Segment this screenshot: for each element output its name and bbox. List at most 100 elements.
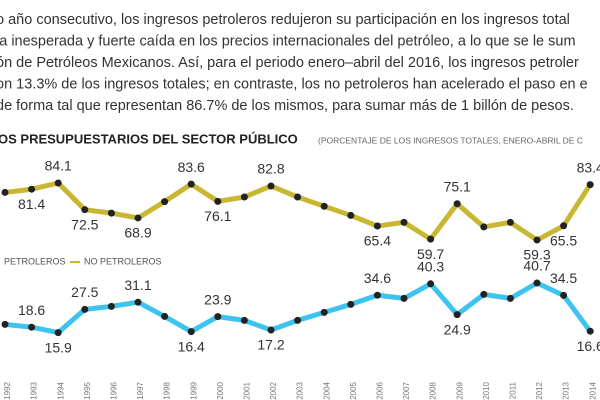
x-tick-label: 1997: [136, 381, 145, 399]
x-tick-label: 1996: [110, 381, 119, 399]
data-label: 72.5: [71, 216, 98, 232]
point: [1, 188, 9, 196]
x-tick-label: 1992: [3, 381, 12, 399]
data-label: 34.6: [364, 270, 391, 286]
point: [480, 290, 488, 298]
point: [28, 323, 36, 331]
data-label: 17.2: [257, 337, 284, 353]
x-tick-label: 2011: [509, 381, 518, 399]
x-tick-label: 2003: [296, 381, 305, 399]
data-label: 59.7: [417, 246, 444, 262]
point: [267, 326, 275, 334]
point: [240, 316, 248, 324]
point: [134, 298, 142, 306]
x-tick-label: 1995: [83, 381, 92, 399]
x-tick-label: 2008: [429, 381, 438, 399]
point: [427, 235, 435, 243]
point: [294, 193, 302, 201]
x-tick-label: 2007: [402, 381, 411, 399]
chart-title: OS PRESUPUESTARIOS DEL SECTOR PÚBLICO: [0, 131, 298, 146]
data-label: 81.4: [18, 196, 45, 212]
x-tick-label: 2004: [322, 381, 331, 399]
point: [240, 193, 248, 201]
data-label: 24.9: [444, 321, 471, 337]
point: [480, 223, 488, 231]
data-label: 65.5: [550, 232, 577, 248]
point: [107, 302, 115, 310]
data-label: 31.1: [124, 277, 151, 293]
point: [400, 294, 408, 302]
x-tick-label: 2010: [482, 381, 491, 399]
data-label: 18.6: [18, 302, 45, 318]
chart-subtitle: (PORCENTAJE DE LOS INGRESOS TOTALES, ENE…: [318, 135, 583, 145]
point: [400, 218, 408, 226]
point: [28, 185, 36, 193]
data-label: 59.3: [523, 247, 550, 263]
data-label: 68.9: [124, 225, 151, 241]
point: [560, 222, 568, 230]
data-label: 40.7: [523, 258, 550, 274]
point: [453, 311, 461, 319]
point: [453, 200, 461, 208]
data-label: 84.1: [45, 158, 72, 174]
point: [214, 197, 222, 205]
x-tick-label: 2009: [455, 381, 464, 399]
point: [320, 308, 328, 316]
point: [560, 291, 568, 299]
data-label: 23.9: [204, 291, 231, 307]
x-tick-label: 1999: [189, 381, 198, 399]
point: [506, 218, 514, 226]
data-label: 27.5: [71, 284, 98, 300]
data-label: 75.1: [444, 178, 471, 194]
data-label: 15.9: [45, 339, 72, 355]
point: [320, 202, 328, 210]
point: [294, 316, 302, 324]
x-tick-label: 2005: [349, 381, 358, 399]
paragraph-line: la inesperada y fuerte caída en los prec…: [0, 33, 576, 49]
point: [267, 182, 275, 190]
point: [373, 222, 381, 230]
point: [134, 214, 142, 222]
point: [533, 236, 541, 244]
data-label: 82.8: [257, 161, 284, 177]
point: [81, 305, 89, 313]
point: [54, 329, 62, 337]
paragraph-line: o año consecutivo, los ingresos petroler…: [0, 12, 570, 28]
x-tick-label: 2014: [588, 381, 597, 399]
paragraph-line: on 13.3% de los ingresos totales; en con…: [0, 76, 588, 92]
point: [1, 320, 9, 328]
paragraph-line: ón de Petróleos Mexicanos. Así, para el …: [0, 55, 579, 71]
x-tick-label: 2001: [243, 381, 252, 399]
x-tick-label: 2013: [562, 381, 571, 399]
point: [586, 181, 594, 189]
data-label: 83.6: [178, 159, 205, 175]
legend-label: NO PETROLEROS: [84, 256, 162, 266]
x-tick-label: 2012: [535, 381, 544, 399]
data-label: 76.1: [204, 208, 231, 224]
point: [427, 280, 435, 288]
point: [586, 327, 594, 335]
point: [506, 294, 514, 302]
point: [161, 312, 169, 320]
point: [214, 313, 222, 321]
legend-label: PETROLEROS: [4, 256, 66, 266]
paragraph-line: de forma tal que representan 86.7% de lo…: [0, 98, 574, 114]
data-label: 65.4: [364, 233, 391, 249]
x-tick-label: 1998: [163, 381, 172, 399]
point: [187, 328, 195, 336]
data-label: 40.3: [417, 259, 444, 275]
data-label: 16.4: [178, 338, 205, 354]
x-tick-label: 2006: [376, 381, 385, 399]
point: [347, 300, 355, 308]
data-label: 34.5: [550, 270, 577, 286]
point: [54, 179, 62, 187]
point: [107, 209, 115, 217]
point: [533, 279, 541, 287]
x-tick-label: 1994: [56, 381, 65, 399]
point: [81, 206, 89, 214]
point: [347, 211, 355, 219]
point: [161, 198, 169, 206]
data-label: 16.6: [577, 338, 600, 354]
point: [187, 180, 195, 188]
